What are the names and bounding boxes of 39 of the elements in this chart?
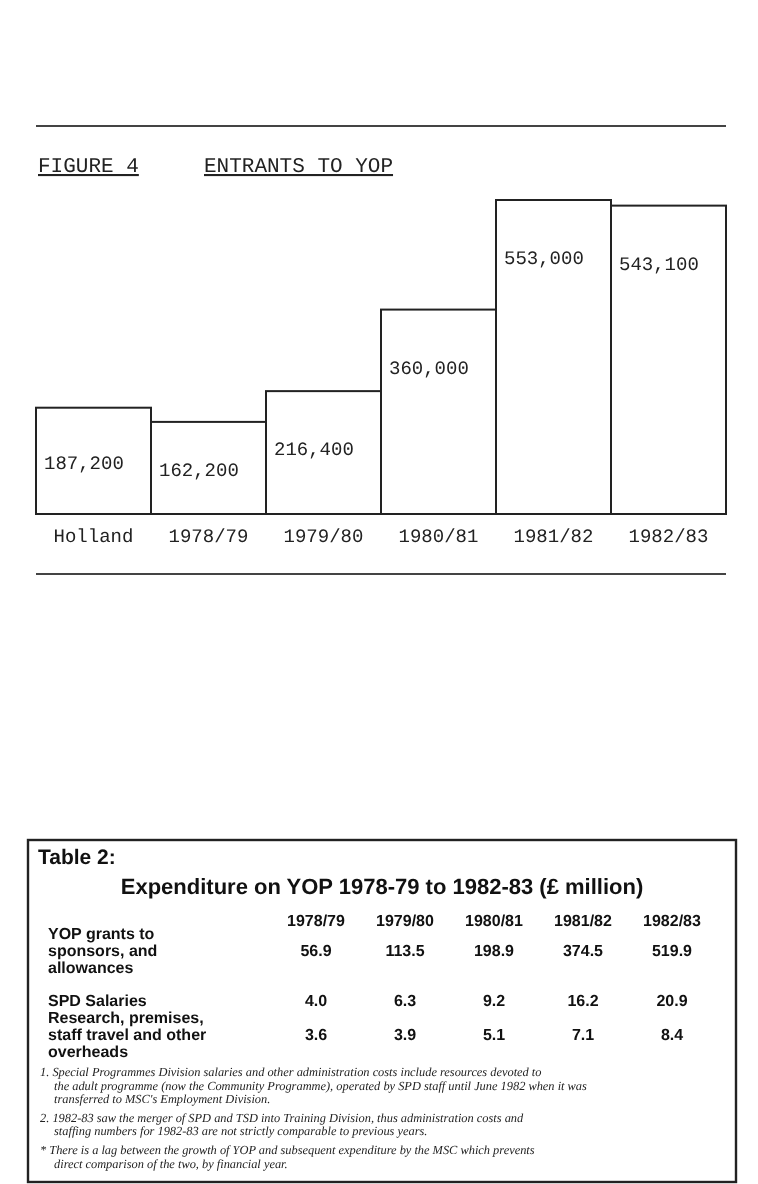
data-label: 519.9 [651, 942, 694, 960]
data-label: 7.1 [571, 1026, 596, 1044]
data-label: 8.4 [660, 1026, 685, 1044]
x-tick-label: 1980/81 [398, 526, 479, 548]
data-label: 360,000 [389, 357, 470, 380]
data-label: 198.9 [473, 942, 516, 960]
chart-title: FIGURE 4 [38, 156, 139, 180]
y-tick-label: SPD Salaries [48, 992, 148, 1010]
data-label: 20.9 [656, 992, 689, 1010]
data-label: 216,400 [274, 439, 355, 462]
chart-subtitle: Expenditure on YOP 1978-79 to 1982-83 (£ million) [120, 876, 644, 900]
y-tick-label: Research, premises, staff travel and other overheads [48, 1009, 207, 1061]
data-label: 374.5 [562, 942, 605, 960]
data-label: 6.3 [393, 992, 418, 1010]
data-label: 5.1 [482, 1026, 507, 1044]
chart-subtitle: ENTRANTS TO YOP [204, 156, 394, 180]
x-tick-label: 1982/83 [643, 912, 703, 930]
data-label: 56.9 [300, 942, 333, 960]
data-label: 3.6 [304, 1026, 329, 1044]
data-label: 113.5 [385, 942, 426, 960]
x-tick-label: 1981/82 [513, 526, 594, 548]
x-tick-label: 1980/81 [465, 912, 525, 930]
x-tick-label: 1979/80 [283, 526, 364, 548]
x-tick-label: 1982/83 [628, 526, 709, 548]
data-label: 4.0 [304, 992, 329, 1010]
x-tick-label: 1978/79 [287, 912, 347, 930]
x-tick-label: 1981/82 [554, 912, 614, 930]
data-label: 187,200 [44, 452, 125, 475]
data-label: 553,000 [504, 248, 585, 270]
data-label: 3.9 [393, 1026, 418, 1044]
x-tick-label: 1978/79 [168, 526, 249, 548]
data-label: 16.2 [567, 992, 600, 1010]
text: Table 2: [38, 846, 116, 870]
data-label: 9.2 [482, 992, 507, 1010]
data-label: 543,100 [619, 253, 700, 276]
x-tick-label: Holland [53, 526, 134, 548]
data-label: 162,200 [159, 459, 240, 482]
y-tick-label: YOP grants to sponsors, and allowances [48, 925, 158, 977]
x-tick-label: 1979/80 [376, 912, 436, 930]
